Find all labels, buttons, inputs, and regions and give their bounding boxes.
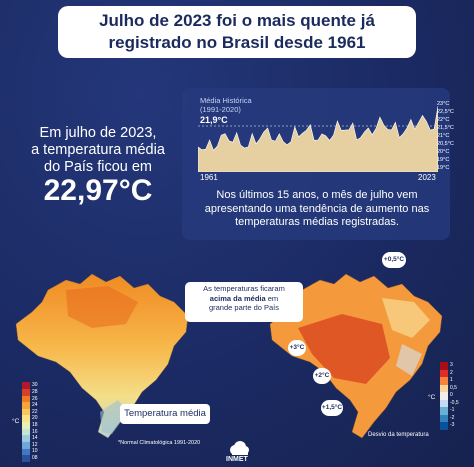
left-legend-label: 24 — [32, 402, 38, 408]
highlight-line1: Em julho de 2023, — [39, 125, 157, 141]
highlight-line3: do País ficou em — [44, 159, 152, 175]
deviation-pill: +1,5°C — [321, 400, 343, 416]
chart-caption-line1: Média Histórica — [200, 96, 252, 105]
deviation-pill: +2°C — [313, 368, 331, 384]
annotation-line2-rest: em — [265, 293, 279, 303]
right-legend-label: 0,5 — [450, 385, 457, 391]
chart-area — [198, 105, 438, 172]
right-legend-label: -2 — [450, 415, 455, 421]
left-legend-label: 12 — [32, 442, 38, 448]
header-banner: Julho de 2023 foi o mais quente já regis… — [58, 6, 416, 58]
annotation-line2: acima da média em — [185, 294, 303, 304]
header-title-line2: registrado no Brasil desde 1961 — [108, 33, 366, 52]
left-legend-unit: °C — [12, 418, 20, 425]
chart-y-tick: 22,5°C — [437, 109, 454, 115]
annotation-emphasis: acima da média — [209, 293, 266, 303]
chart-description: Nos últimos 15 anos, o mês de julho vem … — [192, 189, 442, 230]
chart-caption: Média Histórica (1991-2020) — [200, 96, 252, 114]
left-legend-label: 14 — [32, 435, 38, 441]
chart-desc-line3: temperaturas médias registradas. — [235, 216, 399, 228]
right-map-legend — [440, 362, 448, 430]
right-legend-unit: °C — [428, 394, 436, 401]
left-map-footnote: *Normal Climatológica 1991-2020 — [118, 440, 201, 446]
left-legend-label: 16 — [32, 429, 38, 435]
chart-y-tick: 20°C — [437, 149, 450, 155]
map-anomaly-neutral — [396, 344, 422, 376]
chart-caption-line2: (1991-2020) — [200, 105, 241, 114]
left-map-average-temperature — [15, 273, 189, 439]
deviation-pill: +3°C — [288, 340, 306, 356]
chart-y-tick: 22°C — [437, 117, 450, 123]
header-title-line1: Julho de 2023 foi o mais quente já — [99, 11, 375, 30]
chart-desc-line2: apresentando uma tendência de aumento na… — [204, 202, 430, 215]
right-legend-label: 3 — [450, 362, 453, 368]
right-legend-label: 0 — [450, 392, 453, 398]
chart-reference-value: 21,9°C — [200, 115, 228, 125]
highlight-line2: a temperatura média — [31, 142, 165, 158]
history-area-chart — [198, 105, 438, 172]
right-map-temperature-deviation — [269, 273, 443, 439]
brazil-shape-left — [15, 273, 189, 439]
left-legend-label: 10 — [32, 448, 38, 454]
left-map-legend — [22, 382, 30, 462]
chart-desc-line1: Nos últimos 15 anos, o mês de julho vem — [216, 189, 418, 201]
cloud-logo-icon — [230, 441, 249, 455]
highlight-value: 22,97°C — [43, 174, 153, 207]
chart-y-tick: 21°C — [437, 133, 450, 139]
map-anomaly-mild — [382, 298, 430, 338]
right-legend-label: -3 — [450, 422, 455, 428]
chart-y-tick: 23°C — [437, 101, 450, 107]
left-legend-label: 08 — [32, 455, 38, 461]
right-legend-label: 1 — [450, 377, 453, 383]
left-legend-label: 30 — [32, 382, 38, 388]
chart-x-end: 2023 — [418, 173, 436, 182]
annotation-box: As temperaturas ficaram acima da média e… — [185, 282, 303, 322]
right-legend-label: 2 — [450, 370, 453, 376]
chart-y-tick: 19°C — [437, 157, 450, 163]
right-map-label: Desvio da temperatura — [368, 432, 429, 438]
chart-x-start: 1961 — [200, 173, 218, 182]
logo-name: INMET — [226, 456, 248, 463]
left-legend-label: 22 — [32, 409, 38, 415]
left-map-label: Temperatura média — [120, 404, 210, 424]
deviation-pill: +0,5°C — [382, 252, 406, 268]
annotation-line3: grande parte do País — [208, 303, 280, 312]
chart-y-tick: 21,5°C — [437, 125, 454, 131]
map-hot-region — [66, 286, 138, 328]
left-legend-label: 18 — [32, 422, 38, 428]
right-legend-label: -0,5 — [450, 400, 459, 406]
annotation-line1: As temperaturas ficaram — [203, 284, 285, 293]
left-legend-label: 28 — [32, 389, 38, 395]
left-legend-label: 20 — [32, 415, 38, 421]
chart-y-tick: 20,5°C — [437, 141, 454, 147]
map-anomaly-strong — [298, 314, 390, 384]
left-legend-label: 26 — [32, 396, 38, 402]
right-legend-label: -1 — [450, 407, 455, 413]
chart-y-tick: 19°C — [437, 165, 450, 171]
highlight-text: Em julho de 2023, a temperatura média do… — [18, 125, 178, 176]
